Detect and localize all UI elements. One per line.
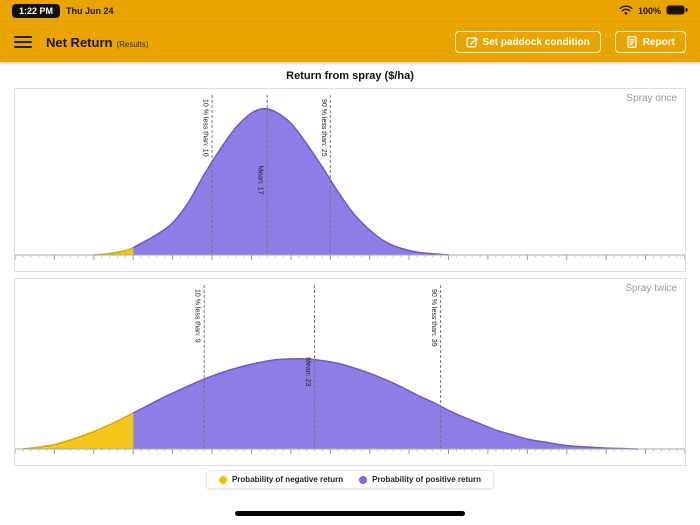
app-title: Net Return [46,34,113,50]
positive-return-area [133,358,638,449]
negative-return-label: Probability of negative return [231,475,344,484]
battery-percent: 100% [637,6,661,16]
chart-title: Return from spray ($/ha) [286,70,414,82]
spray-once-panel: 10 % less than: 10 Mean: 17 90 % less than… [14,88,686,272]
edit-square-icon [466,36,478,48]
app-subtitle: (Results) [116,39,149,49]
main-content: Return from spray ($/ha) 10 % less than:… [0,62,700,516]
legend-row: Probability of negative return Probabili… [14,470,686,489]
status-date: Thu Jun 24 [66,6,114,16]
marker-label: 90 % less than: 39 [430,289,437,347]
positive-return-area [133,108,449,255]
positive-return-dot [359,475,368,484]
wifi-icon [619,2,633,20]
spray-once-label: Spray once [626,93,677,104]
chart-legend: Probability of negative return Probabili… [205,470,495,489]
report-label: Report [642,36,675,48]
spray-once-chart-svg: 10 % less than: 10 Mean: 17 90 % less than… [15,95,685,260]
spray-twice-panel: 10 % less than: 9 Mean: 23 90 % less than:… [14,278,686,466]
legend-item-positive[interactable]: Probability of positive return [359,475,481,484]
page-title: Net Return (Results) [46,35,148,50]
header-actions: Set paddock condition Report [454,31,686,53]
set-paddock-condition-button[interactable]: Set paddock condition [454,31,601,53]
spray-twice-chart-svg: 10 % less than: 9 Mean: 23 90 % less than:… [15,285,685,454]
marker-label: Mean: 17 [257,165,264,194]
home-row [14,511,686,516]
document-icon [626,36,638,48]
legend-item-negative[interactable]: Probability of negative return [218,475,344,484]
status-left: 1:22 PM Thu Jun 24 [12,4,114,18]
status-right: 100% [619,2,688,20]
positive-return-label: Probability of positive return [372,475,482,484]
marker-label: 10 % less than: 9 [194,289,201,343]
battery-icon [666,2,688,20]
marker-label: 90 % less than: 25 [320,99,327,157]
status-bar: 1:22 PM Thu Jun 24 100% [0,0,700,22]
negative-return-area [22,413,134,449]
marker-label: Mean: 23 [304,357,311,386]
negative-return-dot [218,475,227,484]
clock-time: 1:22 PM [12,4,61,18]
negative-return-area [93,247,134,255]
menu-icon[interactable] [14,36,32,48]
marker-label: 10 % less than: 10 [202,99,209,157]
spray-twice-label: Spray twice [625,283,677,294]
report-button[interactable]: Report [614,31,686,53]
set-paddock-condition-label: Set paddock condition [482,36,590,48]
home-indicator[interactable] [235,511,465,516]
app-header: Net Return (Results) Set paddock conditi… [0,22,700,62]
